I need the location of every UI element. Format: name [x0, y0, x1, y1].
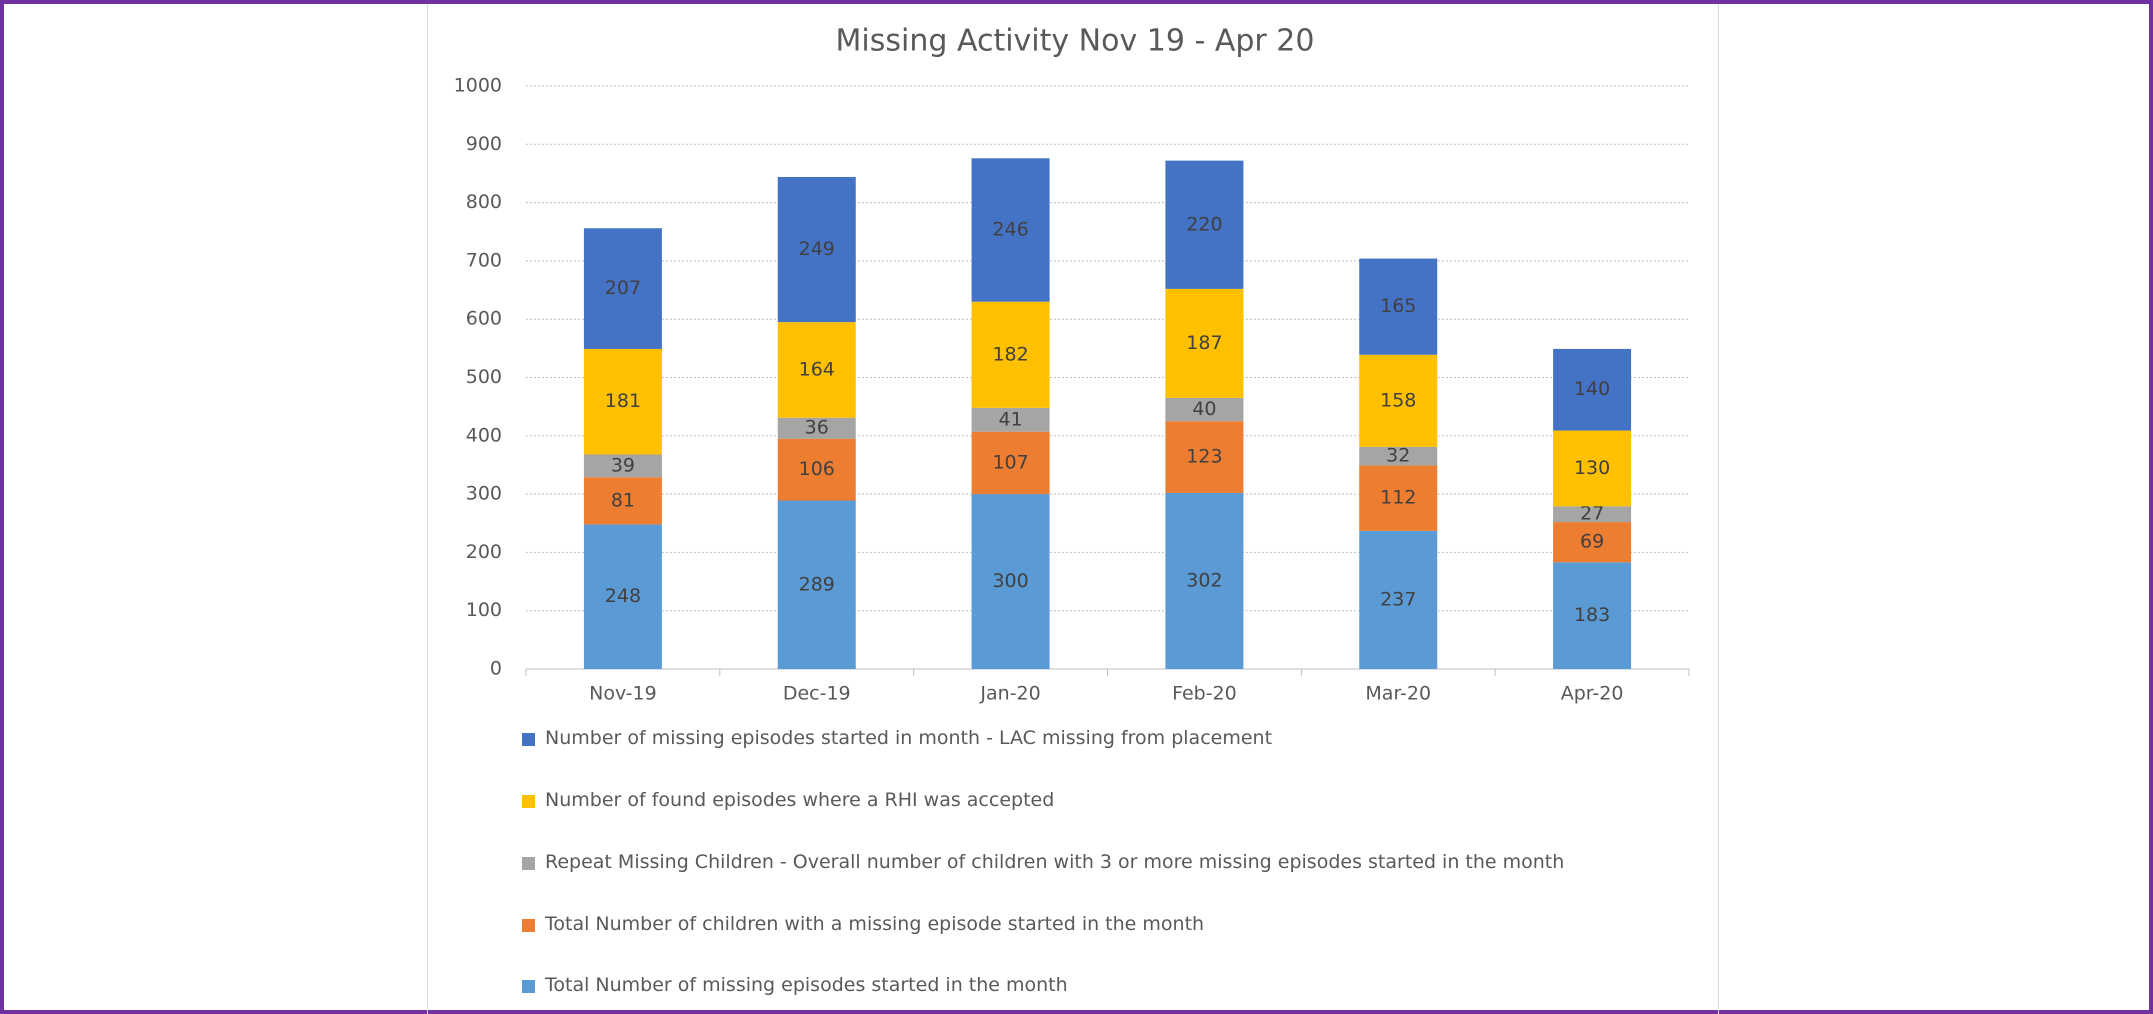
x-tick-label: Dec-19 [783, 683, 851, 705]
bar-segment [583, 454, 662, 478]
legend-label: Number of found episodes where a RHI was… [545, 789, 1055, 811]
y-tick-label: 900 [466, 133, 502, 155]
bar-segment [1359, 354, 1438, 447]
bar-segment [1165, 421, 1244, 493]
legend-swatch [522, 980, 535, 993]
bar-segment [583, 228, 662, 349]
data-label: 165 [1380, 295, 1416, 317]
data-label: 220 [1186, 213, 1222, 235]
bar-segment [583, 524, 662, 669]
bar-segment [971, 431, 1050, 495]
y-tick-label: 600 [466, 308, 502, 330]
data-label: 181 [605, 390, 641, 412]
bar-segment [1359, 446, 1438, 466]
data-label: 112 [1380, 487, 1416, 509]
data-label: 182 [992, 343, 1028, 365]
bar-segment [1553, 430, 1632, 507]
x-tick-label: Nov-19 [589, 683, 657, 705]
y-tick-label: 700 [466, 249, 502, 271]
bar-segment [971, 301, 1050, 408]
chart-area [427, 4, 1719, 1014]
x-tick-label: Apr-20 [1561, 683, 1624, 705]
data-label: 207 [605, 277, 641, 299]
bar-segment [1359, 465, 1438, 531]
x-tick-label: Jan-20 [979, 683, 1040, 705]
data-label: 40 [1192, 398, 1216, 420]
bar-segment [777, 417, 856, 439]
data-label: 300 [992, 570, 1028, 592]
legend-item: Number of found episodes where a RHI was… [522, 788, 1642, 813]
legend-label: Total Number of children with a missing … [545, 913, 1205, 935]
data-label: 27 [1580, 503, 1604, 525]
bar-segment [1553, 506, 1632, 523]
y-tick-label: 400 [466, 424, 502, 446]
legend-swatch [522, 733, 535, 746]
legend-item: Total Number of children with a missing … [522, 912, 1642, 937]
data-label: 187 [1186, 332, 1222, 354]
data-label: 237 [1380, 588, 1416, 610]
data-label: 107 [992, 451, 1028, 473]
bar-segment [1165, 397, 1244, 422]
bar-segment [583, 477, 662, 525]
data-label: 246 [992, 219, 1028, 241]
data-label: 32 [1386, 445, 1410, 467]
legend-label: Repeat Missing Children - Overall number… [545, 851, 1565, 873]
x-tick-label: Feb-20 [1172, 683, 1237, 705]
data-label: 302 [1186, 569, 1222, 591]
x-tick-label: Mar-20 [1365, 683, 1431, 705]
data-label: 249 [799, 238, 835, 260]
data-label: 81 [611, 489, 635, 511]
y-tick-label: 1000 [454, 75, 502, 97]
data-label: 123 [1186, 446, 1222, 468]
bar-segment [971, 407, 1050, 432]
data-label: 36 [805, 417, 829, 439]
bar-segment [1553, 562, 1632, 669]
bar-segment [1359, 530, 1438, 669]
data-label: 289 [799, 573, 835, 595]
y-tick-label: 100 [466, 599, 502, 621]
bar-segment [1165, 492, 1244, 669]
y-tick-label: 800 [466, 191, 502, 213]
data-label: 106 [799, 458, 835, 480]
legend-swatch [522, 795, 535, 808]
data-label: 140 [1574, 378, 1610, 400]
data-label: 41 [998, 408, 1022, 430]
y-tick-label: 0 [490, 658, 502, 680]
legend-label: Total Number of missing episodes started… [545, 974, 1068, 996]
data-label: 130 [1574, 457, 1610, 479]
bar-segment [777, 500, 856, 669]
bar-segment [1553, 348, 1632, 431]
data-label: 164 [799, 358, 835, 380]
data-label: 248 [605, 585, 641, 607]
legend-swatch [522, 857, 535, 870]
bar-segment [1553, 522, 1632, 563]
bar-segment [777, 176, 856, 323]
data-label: 69 [1580, 531, 1604, 553]
y-tick-label: 500 [466, 366, 502, 388]
bar-segment [1165, 288, 1244, 398]
bar-segment [777, 438, 856, 501]
legend-swatch [522, 919, 535, 932]
legend-item: Repeat Missing Children - Overall number… [522, 850, 1642, 875]
bar-segment [1359, 258, 1438, 355]
legend-item: Total Number of missing episodes started… [522, 973, 1642, 998]
data-label: 158 [1380, 389, 1416, 411]
bar-segment [971, 494, 1050, 669]
data-label: 183 [1574, 604, 1610, 626]
legend-label: Number of missing episodes started in mo… [545, 727, 1273, 749]
data-label: 39 [611, 454, 635, 476]
bar-segment [777, 322, 856, 418]
bar-segment [583, 348, 662, 455]
y-tick-label: 300 [466, 483, 502, 505]
chart-title: Missing Activity Nov 19 - Apr 20 [836, 24, 1315, 59]
legend-item: Number of missing episodes started in mo… [522, 726, 1642, 751]
bar-segment [1165, 160, 1244, 289]
bar-segment [971, 158, 1050, 302]
y-tick-label: 200 [466, 541, 502, 563]
